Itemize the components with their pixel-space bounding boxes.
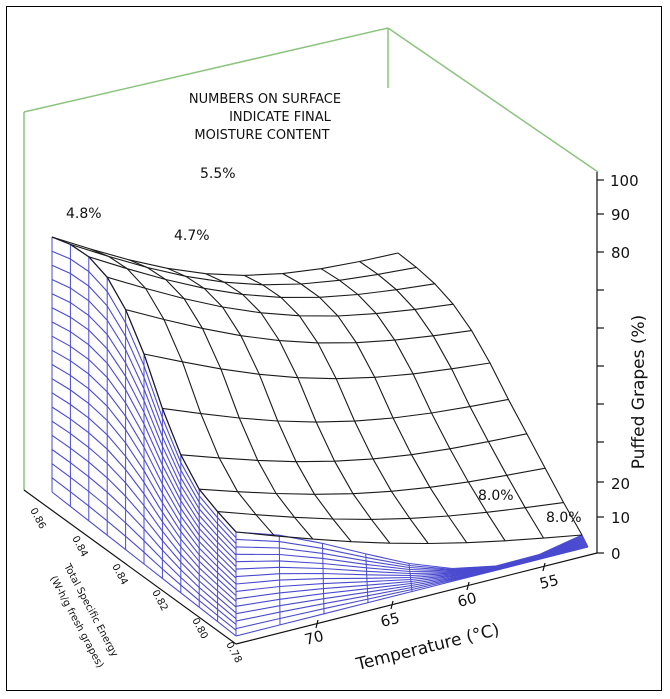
surface-line-temperature — [90, 248, 275, 537]
surface-line-energy — [88, 256, 435, 298]
z-tick-80: 80 — [611, 244, 630, 262]
x-tick-70: 70 — [303, 627, 326, 649]
moisture-label-1: 5.5% — [200, 166, 236, 182]
z-tick-0: 0 — [611, 545, 621, 563]
bottom-axes — [23, 489, 598, 645]
left-face-hline — [51, 293, 237, 556]
left-face-hline — [51, 264, 237, 544]
surface-line-energy — [235, 531, 583, 545]
x-tick-65: 65 — [379, 609, 402, 631]
left-face-hline — [51, 250, 237, 539]
surface-mesh — [51, 236, 583, 545]
left-face-hline — [51, 335, 237, 573]
annotation-line-1: NUMBERS ON SURFACE — [189, 92, 341, 107]
surface-line-energy — [125, 309, 472, 344]
y-tick-5: 0.80 — [189, 616, 209, 641]
surface-line-temperature — [51, 236, 237, 533]
surface-line-temperature — [167, 267, 352, 543]
annotation-line-2: INDICATE FINAL — [229, 110, 332, 125]
y-tick-1: 0.86 — [27, 506, 47, 531]
front-face-grid — [235, 531, 589, 637]
left-face-hline — [51, 279, 237, 550]
x-tick-55: 55 — [538, 571, 561, 593]
surface-line-temperature — [243, 274, 429, 544]
surface-line-energy — [70, 243, 417, 286]
surface-line-temperature — [128, 259, 314, 540]
annotation-line-3: MOISTURE CONTENT — [194, 128, 329, 143]
z-axis-label: Puffed Grapes (%) — [629, 315, 649, 470]
surface-line-temperature — [320, 268, 506, 542]
left-face-hline — [51, 349, 237, 579]
left-face-hline — [51, 434, 237, 614]
z-tick-10: 10 — [611, 509, 630, 527]
moisture-label-2: 4.8% — [66, 206, 102, 222]
surface-line-energy — [51, 236, 399, 276]
left-face-hline — [51, 378, 237, 591]
surface-line-energy — [180, 433, 527, 463]
left-face-hline — [51, 307, 237, 562]
front-face-hline — [235, 542, 587, 600]
front-face-hline — [235, 540, 586, 585]
left-face-hline — [51, 406, 237, 602]
surface-line-energy — [217, 502, 564, 520]
left-face-hline — [51, 463, 237, 625]
x-tick-60: 60 — [456, 589, 479, 611]
figure-frame — [6, 6, 662, 691]
box-frame — [23, 27, 599, 490]
y-tick-4: 0.82 — [149, 588, 169, 613]
surface-line-temperature — [282, 273, 468, 544]
moisture-label-3: 4.7% — [174, 228, 210, 244]
surface-line-energy — [107, 276, 454, 317]
surface-line-temperature — [359, 261, 545, 539]
left-face-hline — [51, 420, 237, 608]
moisture-label-5: 8.0% — [546, 510, 582, 526]
y-tick-2: 0.84 — [69, 534, 89, 559]
surface-line-energy — [162, 398, 509, 423]
z-tick-90: 90 — [611, 206, 630, 224]
left-face-hline — [51, 477, 237, 631]
surface-line-energy — [143, 353, 491, 380]
surface-line-energy — [199, 467, 546, 495]
z-tick-100: 100 — [610, 172, 639, 190]
left-face-hline — [51, 321, 237, 568]
left-face-hline — [51, 364, 237, 585]
z-axis — [596, 172, 604, 554]
z-tick-20: 20 — [611, 475, 630, 493]
surface-line-temperature — [205, 273, 391, 544]
surface-line-temperature — [397, 252, 583, 536]
left-face-hline — [51, 392, 237, 597]
y-tick-3: 0.84 — [109, 562, 129, 587]
x-axis-label: Temperature (°C) — [353, 620, 501, 675]
left-face-grid — [51, 236, 237, 637]
left-face-hline — [51, 491, 237, 637]
moisture-label-4: 8.0% — [478, 488, 514, 504]
y-tick-6: 0.78 — [223, 640, 243, 665]
left-face-hline — [51, 449, 237, 620]
